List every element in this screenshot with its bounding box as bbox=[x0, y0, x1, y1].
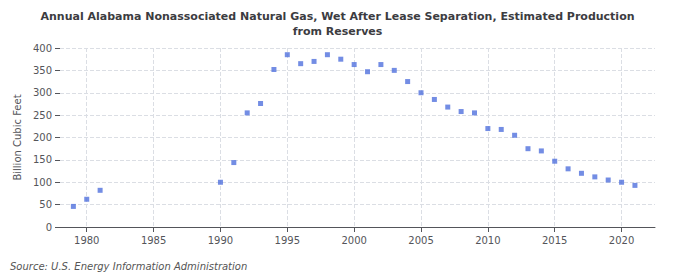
svg-text:2015: 2015 bbox=[542, 235, 567, 246]
svg-text:2000: 2000 bbox=[341, 235, 366, 246]
svg-text:1990: 1990 bbox=[208, 235, 233, 246]
svg-text:2010: 2010 bbox=[475, 235, 500, 246]
svg-text:100: 100 bbox=[33, 177, 52, 188]
svg-text:from Reserves: from Reserves bbox=[293, 25, 383, 38]
svg-text:Billion Cubic Feet: Billion Cubic Feet bbox=[12, 94, 23, 180]
svg-text:300: 300 bbox=[33, 87, 52, 98]
svg-text:350: 350 bbox=[33, 65, 52, 76]
svg-text:2020: 2020 bbox=[609, 235, 634, 246]
svg-text:1995: 1995 bbox=[275, 235, 300, 246]
svg-text:1985: 1985 bbox=[141, 235, 166, 246]
svg-text:200: 200 bbox=[33, 132, 52, 143]
svg-text:400: 400 bbox=[33, 43, 52, 54]
svg-text:Annual Alabama Nonassociated N: Annual Alabama Nonassociated Natural Gas… bbox=[40, 10, 634, 23]
svg-text:50: 50 bbox=[39, 199, 52, 210]
svg-text:0: 0 bbox=[46, 222, 52, 233]
svg-text:1980: 1980 bbox=[74, 235, 99, 246]
svg-text:150: 150 bbox=[33, 154, 52, 165]
svg-text:Source: U.S. Energy Informatio: Source: U.S. Energy Information Administ… bbox=[10, 261, 247, 272]
svg-text:2005: 2005 bbox=[408, 235, 433, 246]
svg-text:250: 250 bbox=[33, 110, 52, 121]
